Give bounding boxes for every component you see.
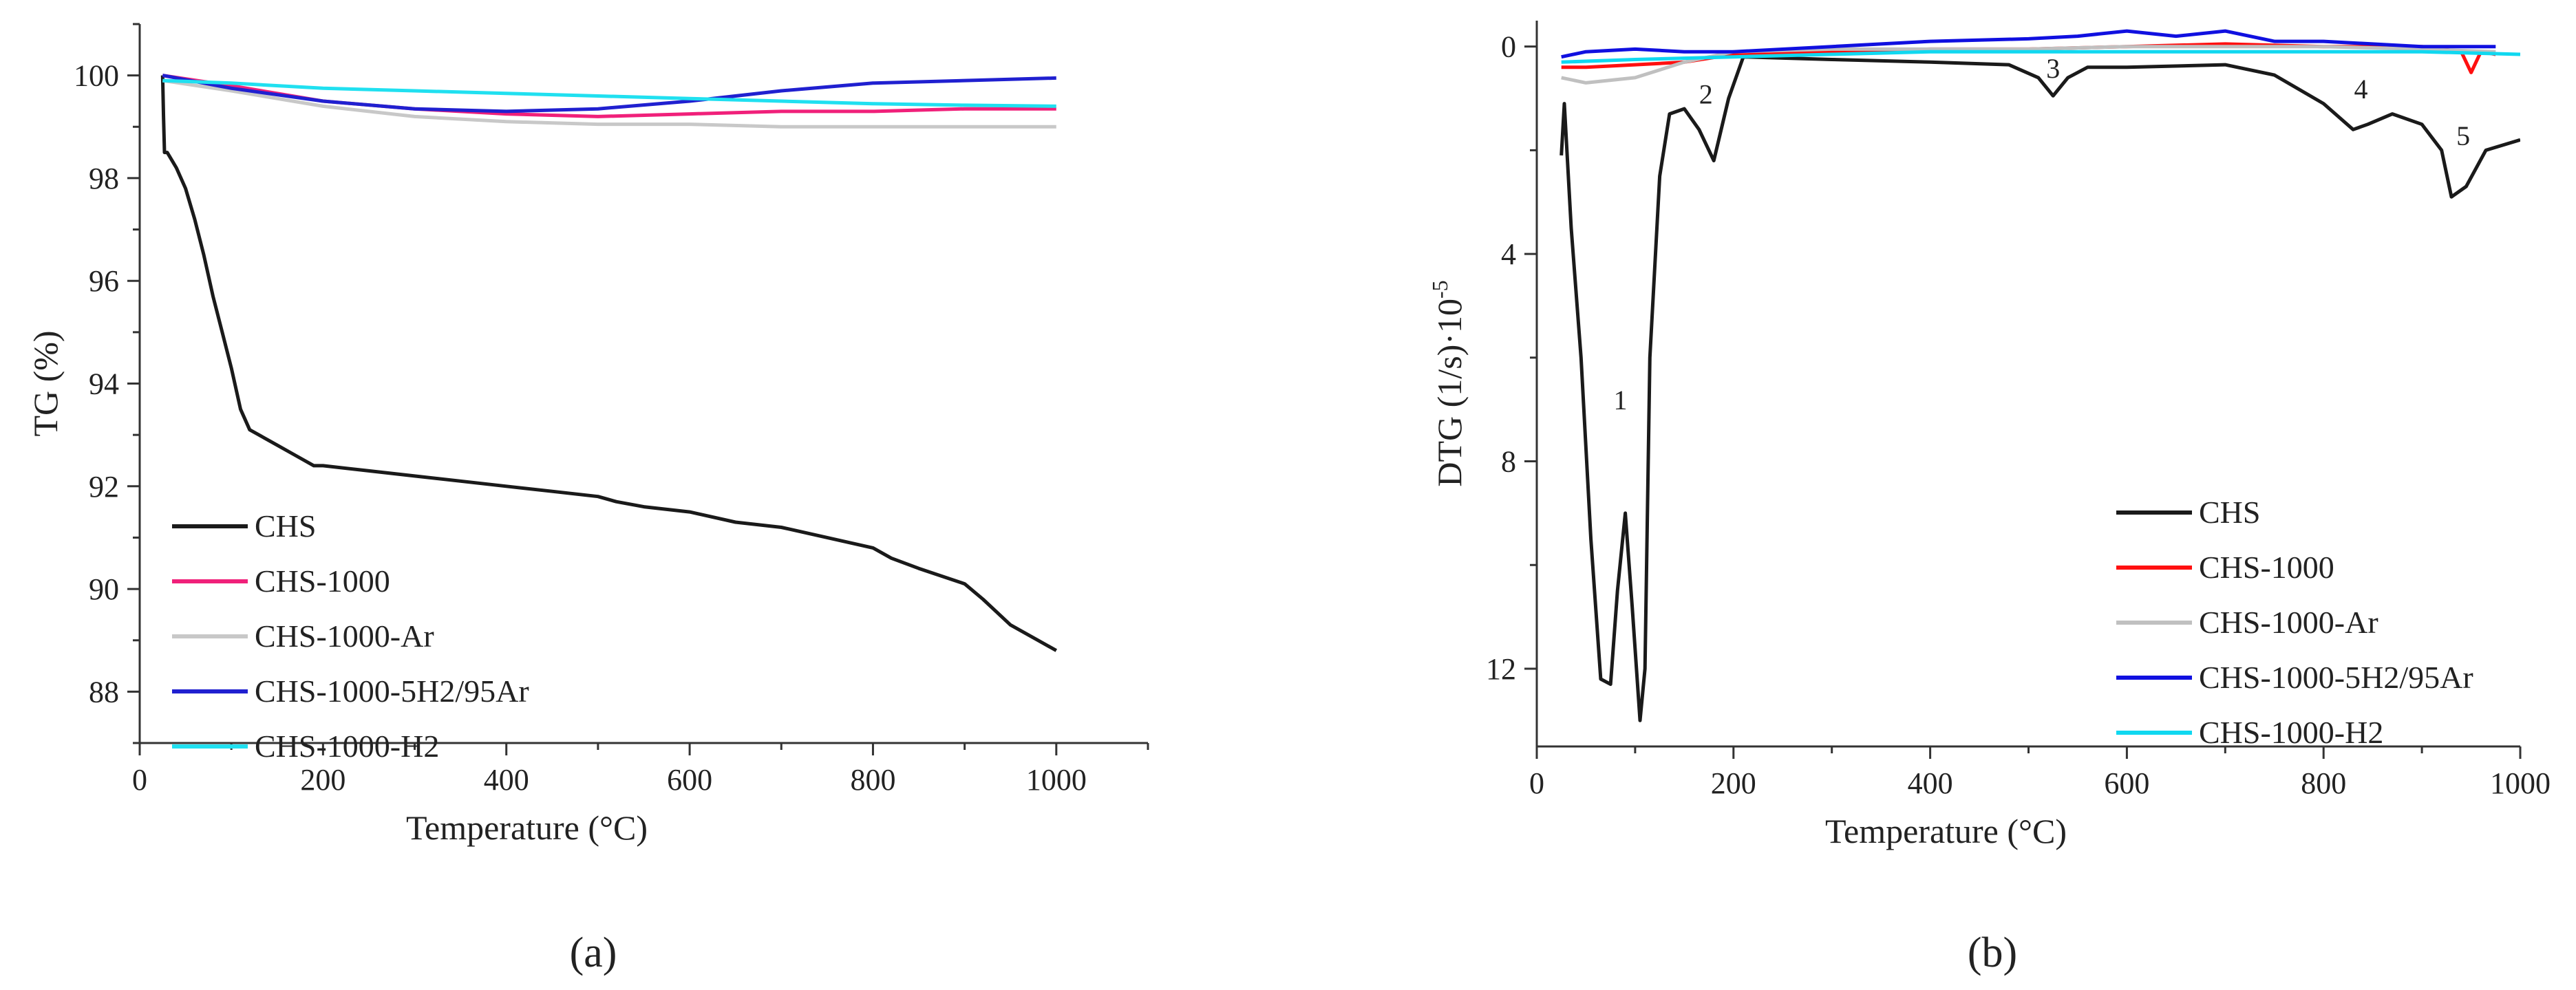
x-tick-label: 1000: [2490, 766, 2551, 800]
legend-entry: CHS-1000-5H2/95Ar: [255, 674, 529, 709]
y-tick-label: 94: [89, 367, 119, 401]
series-line-chs-1000-5h2-95ar: [1561, 29, 2496, 59]
y-tick-label: 0: [1501, 30, 1516, 64]
x-tick-label: 1000: [1026, 763, 1087, 797]
x-tick-label: 200: [300, 763, 345, 797]
y-tick-label: 96: [89, 264, 119, 298]
y-axis-title-superscript: -5: [1427, 280, 1452, 299]
x-tick-label: 0: [132, 763, 147, 797]
panel-a-tg-chart: 0 200 400 600 800 1000 88 90 92 94 96 98 100 Temperat…: [26, 23, 1149, 847]
series-line-chs-1000-h2: [162, 78, 1056, 108]
x-tick-label: 600: [2104, 766, 2149, 800]
x-tick-label: 400: [484, 763, 529, 797]
series-line-chs: [160, 75, 1058, 652]
y-tick-label: 98: [89, 162, 119, 195]
legend-entry: CHS: [255, 508, 316, 544]
x-tick-label: 800: [850, 763, 895, 797]
series-line-chs-1000-5h2-95ar: [162, 74, 1056, 114]
y-tick-label: 100: [74, 59, 119, 93]
legend-entry: CHS-1000-H2: [255, 729, 439, 764]
legend-entry: CHS-1000: [255, 563, 390, 599]
series-line-chs-1000-ar: [1561, 45, 2496, 85]
peak-label: 1: [1613, 385, 1627, 416]
x-tick-label: 400: [1908, 766, 1953, 800]
y-axis-title: DTG (1/s)·10-5: [1427, 280, 1469, 486]
y-tick-label: 4: [1501, 237, 1516, 271]
y-tick-label: 12: [1486, 652, 1516, 686]
peak-label: 2: [1699, 79, 1713, 110]
legend-entry: CHS: [2199, 495, 2260, 530]
y-tick-label: 88: [89, 675, 119, 709]
legend-entry: CHS-1000-H2: [2199, 715, 2383, 750]
series-line-chs-1000-ar: [162, 78, 1056, 129]
legend-entry: CHS-1000-Ar: [255, 618, 434, 654]
panel-label-a: (a): [570, 929, 617, 976]
x-tick-label: 800: [2301, 766, 2346, 800]
legend-entry: CHS-1000-5H2/95Ar: [2199, 660, 2473, 695]
x-axis-title: Temperature (°C): [1825, 812, 2067, 850]
y-tick-label: 8: [1501, 445, 1516, 479]
series-line-chs-1000-h2: [1561, 50, 2520, 64]
y-tick-label: 90: [89, 572, 119, 606]
panel-label-b: (b): [1968, 929, 2017, 976]
legend-entry: CHS-1000: [2199, 550, 2334, 585]
series-line-chs: [1560, 55, 2520, 722]
x-axis-title: Temperature (°C): [406, 808, 648, 847]
x-tick-label: 600: [667, 763, 712, 797]
y-axis-title: TG (%): [26, 330, 65, 436]
peak-label: 5: [2456, 120, 2470, 151]
y-tick-label: 92: [89, 470, 119, 504]
legend-entry: CHS-1000-Ar: [2199, 605, 2378, 640]
peak-label: 4: [2354, 74, 2368, 105]
peak-label: 3: [2046, 53, 2060, 84]
x-tick-label: 200: [1711, 766, 1756, 800]
x-tick-label: 0: [1529, 766, 1544, 800]
